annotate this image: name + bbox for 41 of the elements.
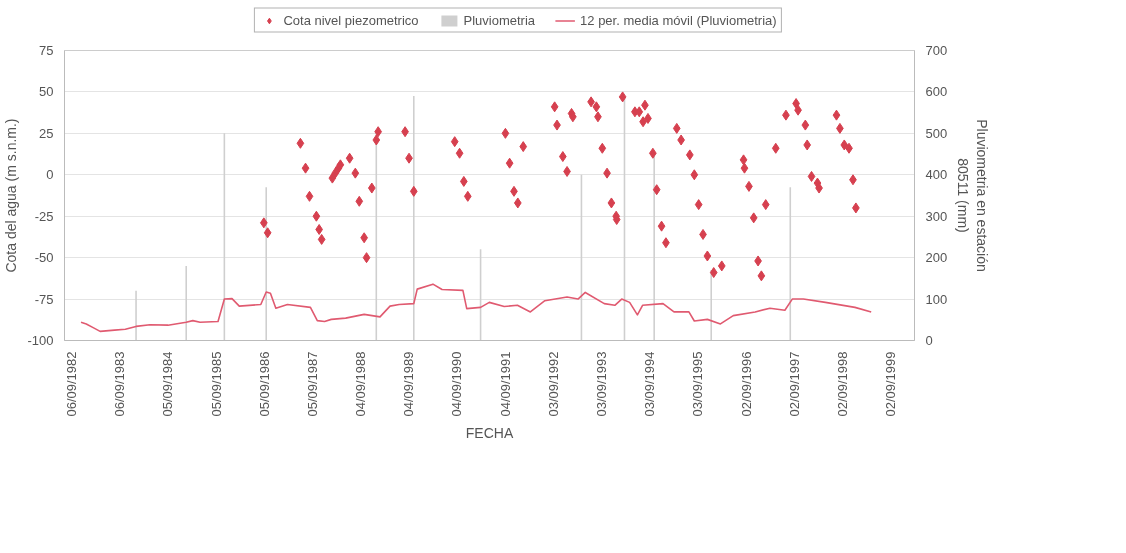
- x-tick-label: 03/09/1992: [545, 351, 561, 417]
- y-tick-label: 0: [46, 167, 54, 183]
- legend-label: Pluviometria: [463, 12, 536, 28]
- x-tick-label: 05/09/1985: [208, 351, 224, 417]
- legend-label: 12 per. media móvil (Pluviometria): [580, 12, 777, 28]
- x-tick-label: 06/09/1982: [64, 351, 79, 417]
- y2-tick-label: 200: [925, 250, 948, 266]
- x-tick-label: 02/09/1996: [738, 351, 754, 417]
- y-tick-label: 75: [39, 43, 54, 58]
- y-tick-label: -100: [27, 333, 54, 348]
- legend-label: Cota nivel piezometrico: [283, 12, 419, 28]
- x-tick-label: 04/09/1988: [353, 351, 369, 417]
- x-tick-label: 03/09/1994: [642, 351, 658, 417]
- y2-tick-label: 100: [925, 291, 948, 307]
- x-tick-label: 05/09/1986: [256, 351, 272, 417]
- x-tick-label: 02/09/1998: [834, 351, 850, 417]
- y-tick-label: -50: [34, 250, 54, 266]
- y-tick-label: -25: [34, 208, 54, 224]
- y2-tick-label: 500: [925, 125, 948, 141]
- y-tick-label: 25: [39, 125, 54, 141]
- y2-tick-label: 0: [925, 333, 933, 348]
- y-tick-label: 50: [39, 84, 54, 100]
- y-axis-title: Cota del agua (m s.n.m.): [3, 118, 20, 273]
- y2-tick-label: 300: [925, 208, 948, 224]
- y-tick-label: -75: [34, 291, 54, 307]
- x-tick-label: 05/09/1984: [160, 351, 176, 417]
- x-tick-label: 04/09/1989: [401, 351, 417, 417]
- y2-tick-label: 400: [925, 167, 948, 183]
- x-tick-label: 03/09/1993: [594, 351, 610, 417]
- x-tick-label: 02/09/1999: [883, 351, 899, 417]
- x-tick-label: 03/09/1995: [690, 351, 706, 417]
- x-tick-label: 04/09/1990: [449, 351, 465, 417]
- x-axis-title: FECHA: [465, 424, 514, 441]
- x-tick-label: 05/09/1987: [304, 351, 320, 417]
- line-series: [80, 283, 872, 333]
- y2-axis-title: Pluviometria en estación 80511 (mm): [955, 119, 991, 272]
- y2-tick-label: 600: [925, 84, 948, 100]
- y2-tick-label: 700: [925, 43, 948, 58]
- x-tick-label: 06/09/1983: [112, 351, 128, 417]
- x-tick-label: 04/09/1991: [497, 351, 513, 417]
- x-tick-label: 02/09/1997: [786, 351, 802, 417]
